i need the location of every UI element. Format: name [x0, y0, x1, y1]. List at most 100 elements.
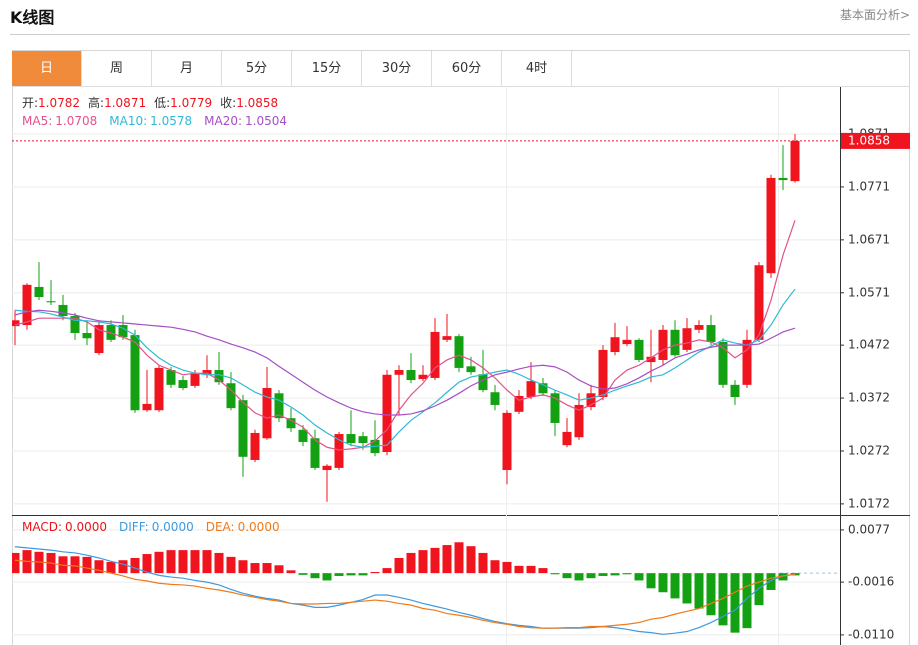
info-value: 1.0858 — [236, 96, 278, 110]
candle-body — [178, 380, 188, 389]
y-tick-label: 1.0272 — [848, 443, 890, 457]
tab[interactable]: 60分 — [432, 51, 502, 86]
legend-value: 1.0504 — [245, 114, 287, 128]
macd-bar — [466, 546, 476, 574]
candle-body — [526, 381, 536, 398]
info-label: 低: — [154, 96, 170, 110]
macd-bar — [766, 573, 776, 590]
candle-body — [382, 374, 392, 453]
macd-bar — [406, 552, 416, 574]
candle-body — [22, 284, 32, 326]
candle-body — [334, 434, 344, 468]
plot-area — [12, 133, 840, 636]
candle-body — [466, 366, 476, 373]
macd-bar — [358, 573, 368, 576]
legend-value: 0.0000 — [152, 520, 194, 534]
candle-body — [574, 404, 584, 438]
candle-body — [610, 337, 620, 353]
candle-body — [790, 140, 800, 182]
macd-bar — [370, 572, 380, 574]
candle-body — [634, 339, 644, 360]
macd-bar — [682, 573, 692, 604]
macd-bar — [442, 545, 452, 574]
macd-bar — [622, 573, 632, 575]
candle-body — [190, 373, 200, 386]
candle-body — [322, 465, 332, 471]
macd-bar — [478, 552, 488, 574]
macd-bar — [214, 552, 224, 574]
candle-body — [250, 432, 260, 460]
macd-bar — [538, 568, 548, 574]
candle-body — [286, 418, 296, 429]
candle-body — [718, 341, 728, 385]
candle-body — [622, 339, 632, 345]
tab[interactable]: 日 — [12, 51, 82, 86]
fundamental-link[interactable]: 基本面分析> — [839, 8, 910, 22]
tab[interactable]: 15分 — [292, 51, 362, 86]
macd-bar — [94, 560, 104, 574]
tab[interactable]: 周 — [82, 51, 152, 86]
macd-bar — [298, 573, 308, 575]
macd-bar — [190, 550, 200, 574]
candle-body — [12, 320, 20, 327]
macd-bar — [322, 573, 332, 581]
tab[interactable]: 30分 — [362, 51, 432, 86]
candle-body — [538, 383, 548, 394]
y-tick-label: 1.0571 — [848, 285, 890, 299]
macd-bar — [454, 542, 464, 574]
macd-bar — [274, 565, 284, 574]
macd-bar — [586, 573, 596, 579]
macd-bar — [754, 573, 764, 606]
macd-bar — [706, 573, 716, 616]
y-tick-label: 0.0077 — [848, 522, 890, 536]
legend-value: 1.0578 — [150, 114, 192, 128]
candle-body — [70, 316, 80, 333]
candle-body — [730, 384, 740, 398]
candle-body — [58, 304, 68, 317]
candle-body — [346, 434, 356, 444]
candle-body — [358, 436, 368, 444]
candle-body — [442, 336, 452, 340]
candle-body — [82, 332, 92, 339]
series-line — [14, 288, 796, 448]
macd-bar — [334, 573, 344, 576]
macd-bar — [550, 573, 560, 575]
macd-bar — [778, 573, 788, 581]
candle-body — [682, 328, 692, 350]
candle-body — [586, 393, 596, 408]
candle-body — [694, 325, 704, 330]
divider — [10, 34, 910, 35]
macd-bar — [226, 556, 236, 574]
macd-bar — [418, 550, 428, 574]
y-tick-label: -0.0110 — [848, 627, 894, 641]
series-line — [14, 220, 796, 451]
macd-bar — [346, 573, 356, 576]
tab[interactable]: 4时 — [502, 51, 572, 86]
legend-label: MACD: — [22, 520, 62, 534]
y-tick-label: 1.0771 — [848, 179, 890, 193]
candle-body — [118, 325, 128, 338]
candle-body — [670, 329, 680, 356]
tab[interactable]: 5分 — [222, 51, 292, 86]
candle-body — [238, 400, 248, 457]
macd-bar — [310, 573, 320, 579]
candle-body — [46, 301, 56, 303]
macd-bar — [610, 573, 620, 576]
y-tick-label: 1.0372 — [848, 391, 890, 405]
macd-bar — [382, 568, 392, 574]
tab[interactable]: 月 — [152, 51, 222, 86]
y-tick-label: 1.0472 — [848, 338, 890, 352]
ohlc-info: 开:1.0782 高:1.0871 低:1.0779 收:1.0858 — [22, 95, 278, 110]
macd-bar — [178, 550, 188, 574]
legend-label: DEA: — [206, 520, 235, 534]
macd-bar — [730, 573, 740, 633]
legend-value: 0.0000 — [65, 520, 107, 534]
legend-label: MA10: — [109, 114, 147, 128]
macd-bar — [142, 554, 152, 574]
legend-label: MA5: — [22, 114, 52, 128]
series-line — [14, 309, 796, 416]
candle-body — [598, 349, 608, 398]
macd-bar — [106, 561, 116, 574]
candle-body — [94, 325, 104, 354]
candle-body — [430, 331, 440, 378]
